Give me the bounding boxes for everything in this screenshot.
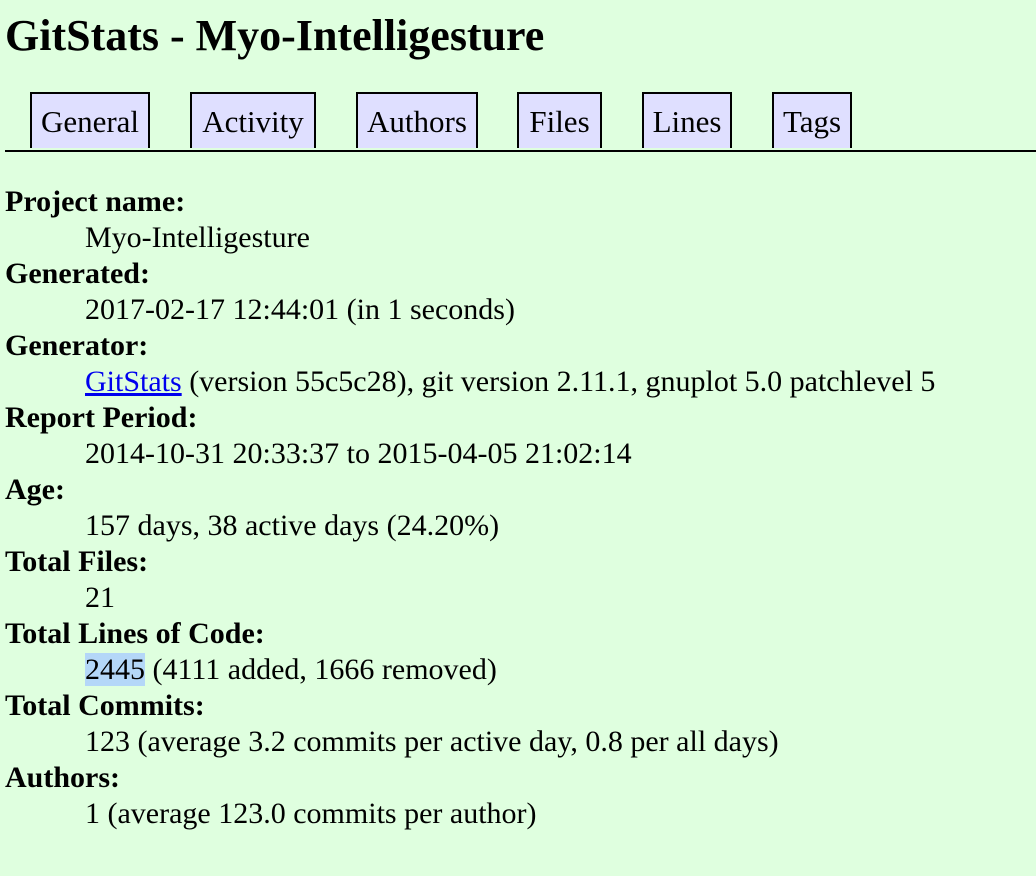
tab-tags[interactable]: Tags [772, 92, 852, 148]
generator-value: GitStats (version 55c5c28), git version … [85, 364, 935, 400]
generated-value: 2017-02-17 12:44:01 (in 1 seconds) [85, 293, 515, 326]
total-files-label: Total Files: [5, 545, 149, 578]
tab-tags-label: Tags [782, 104, 842, 139]
general-stats-list: Project name: Myo-Intelligesture Generat… [5, 184, 935, 832]
tab-activity-label: Activity [202, 104, 304, 139]
total-commits-value: 123 (average 3.2 commits per active day,… [85, 725, 779, 758]
nav-divider [5, 150, 1036, 152]
project-name-label: Project name: [5, 185, 186, 218]
tab-lines-label: Lines [652, 104, 722, 139]
tab-activity[interactable]: Activity [190, 92, 316, 148]
report-period-value: 2014-10-31 20:33:37 to 2015-04-05 21:02:… [85, 437, 632, 470]
generator-details: (version 55c5c28), git version 2.11.1, g… [181, 365, 936, 398]
generated-label: Generated: [5, 257, 150, 290]
lines-breakdown: (4111 added, 1666 removed) [145, 653, 497, 686]
total-files-value: 21 [85, 581, 115, 614]
authors-value: 1 (average 123.0 commits per author) [85, 797, 537, 830]
report-period-label: Report Period: [5, 401, 198, 434]
gitstats-link[interactable]: GitStats [85, 365, 182, 398]
total-commits-label: Total Commits: [5, 689, 205, 722]
nav-tabs: General Activity Authors Files Lines Tag… [0, 92, 1036, 152]
page-title: GitStats - Myo-Intelligesture [5, 11, 545, 60]
tab-files[interactable]: Files [517, 92, 602, 148]
authors-label: Authors: [5, 761, 121, 794]
age-value: 157 days, 38 active days (24.20%) [85, 509, 500, 542]
tab-lines[interactable]: Lines [642, 92, 732, 148]
age-label: Age: [5, 473, 65, 506]
tab-authors-label: Authors [367, 104, 467, 139]
total-lines-value: 2445 (4111 added, 1666 removed) [85, 652, 935, 688]
tab-files-label: Files [529, 104, 590, 139]
selected-lines-count[interactable]: 2445 [85, 653, 145, 686]
tab-general-label: General [40, 104, 140, 139]
generator-label: Generator: [5, 329, 149, 362]
tab-general[interactable]: General [30, 92, 150, 148]
project-name-value: Myo-Intelligesture [85, 221, 310, 254]
total-lines-label: Total Lines of Code: [5, 617, 265, 650]
tab-authors[interactable]: Authors [356, 92, 478, 148]
